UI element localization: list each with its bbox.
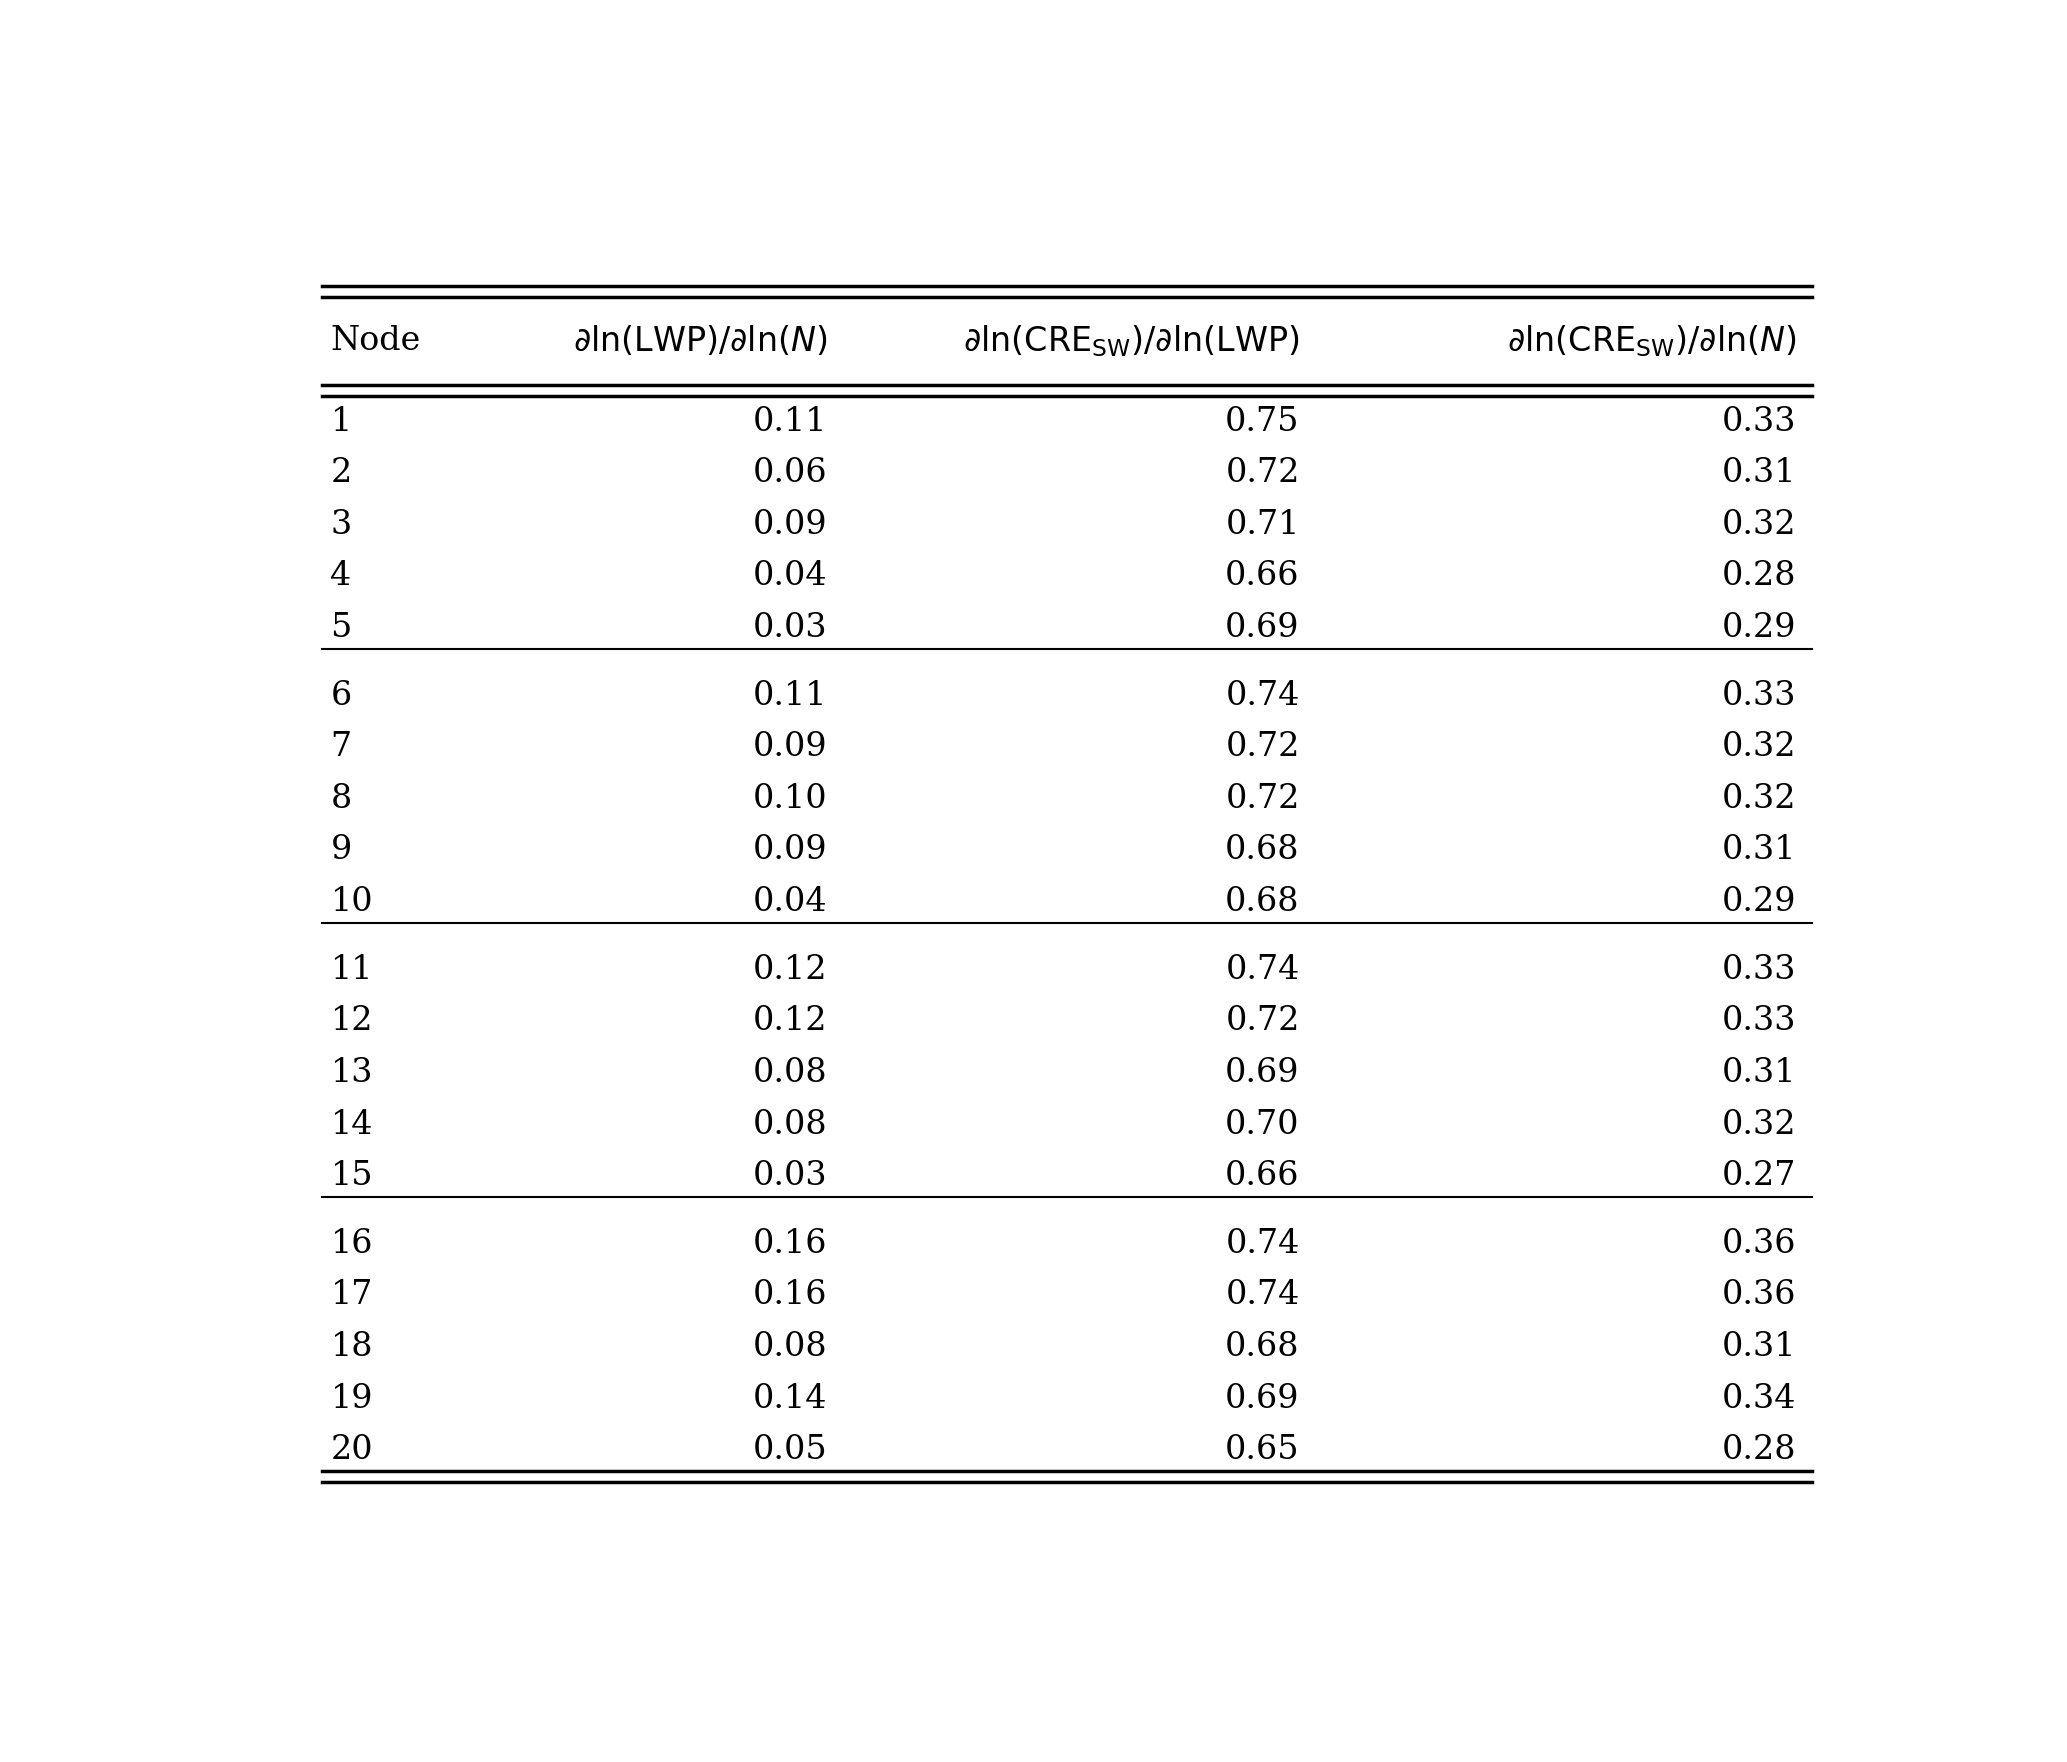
Text: 0.27: 0.27 (1722, 1159, 1796, 1193)
Text: 14: 14 (331, 1108, 372, 1140)
Text: 0.33: 0.33 (1722, 1006, 1796, 1038)
Text: 19: 19 (331, 1383, 372, 1415)
Text: 0.34: 0.34 (1722, 1383, 1796, 1415)
Text: 0.06: 0.06 (752, 458, 827, 490)
Text: 13: 13 (331, 1057, 372, 1089)
Text: 0.08: 0.08 (752, 1057, 827, 1089)
Text: 0.33: 0.33 (1722, 953, 1796, 987)
Text: 15: 15 (331, 1159, 372, 1193)
Text: 0.08: 0.08 (752, 1108, 827, 1140)
Text: 0.74: 0.74 (1226, 680, 1300, 712)
Text: 0.68: 0.68 (1226, 1330, 1300, 1364)
Text: 0.32: 0.32 (1722, 509, 1796, 541)
Text: 0.69: 0.69 (1226, 1057, 1300, 1089)
Text: 0.32: 0.32 (1722, 731, 1796, 763)
Text: 0.09: 0.09 (752, 731, 827, 763)
Text: 0.31: 0.31 (1722, 1330, 1796, 1364)
Text: $\partial\ln(\mathrm{CRE_{SW}})/\partial\ln(\mathrm{LWP})$: $\partial\ln(\mathrm{CRE_{SW}})/\partial… (963, 322, 1300, 359)
Text: 0.68: 0.68 (1226, 886, 1300, 918)
Text: $\partial\ln(\mathrm{LWP})/\partial\ln(N)$: $\partial\ln(\mathrm{LWP})/\partial\ln(N… (573, 324, 827, 358)
Text: 0.29: 0.29 (1722, 886, 1796, 918)
Text: 9: 9 (331, 835, 351, 867)
Text: Node: Node (331, 324, 422, 358)
Text: 0.65: 0.65 (1226, 1434, 1300, 1466)
Text: 0.09: 0.09 (752, 835, 827, 867)
Text: 0.36: 0.36 (1722, 1228, 1796, 1260)
Text: 0.14: 0.14 (752, 1383, 827, 1415)
Text: 12: 12 (331, 1006, 372, 1038)
Text: 0.69: 0.69 (1226, 1383, 1300, 1415)
Text: 20: 20 (331, 1434, 372, 1466)
Text: 3: 3 (331, 509, 351, 541)
Text: 6: 6 (331, 680, 351, 712)
Text: 0.31: 0.31 (1722, 458, 1796, 490)
Text: 0.04: 0.04 (752, 560, 827, 592)
Text: 16: 16 (331, 1228, 372, 1260)
Text: 0.32: 0.32 (1722, 782, 1796, 814)
Text: 0.31: 0.31 (1722, 1057, 1796, 1089)
Text: 0.28: 0.28 (1722, 560, 1796, 592)
Text: 0.11: 0.11 (752, 680, 827, 712)
Text: 7: 7 (331, 731, 351, 763)
Text: 5: 5 (331, 611, 351, 643)
Text: 0.33: 0.33 (1722, 680, 1796, 712)
Text: 0.72: 0.72 (1226, 731, 1300, 763)
Text: 2: 2 (331, 458, 351, 490)
Text: 0.66: 0.66 (1226, 560, 1300, 592)
Text: 0.66: 0.66 (1226, 1159, 1300, 1193)
Text: 0.10: 0.10 (752, 782, 827, 814)
Text: 1: 1 (331, 405, 351, 437)
Text: 0.11: 0.11 (752, 405, 827, 437)
Text: 0.68: 0.68 (1226, 835, 1300, 867)
Text: 0.32: 0.32 (1722, 1108, 1796, 1140)
Text: 0.36: 0.36 (1722, 1279, 1796, 1311)
Text: 0.74: 0.74 (1226, 1279, 1300, 1311)
Text: 0.03: 0.03 (752, 611, 827, 643)
Text: 4: 4 (331, 560, 351, 592)
Text: 0.09: 0.09 (752, 509, 827, 541)
Text: 0.12: 0.12 (752, 953, 827, 987)
Text: 0.72: 0.72 (1226, 458, 1300, 490)
Text: 0.05: 0.05 (752, 1434, 827, 1466)
Text: 0.12: 0.12 (752, 1006, 827, 1038)
Text: 8: 8 (331, 782, 351, 814)
Text: 0.04: 0.04 (752, 886, 827, 918)
Text: 0.70: 0.70 (1226, 1108, 1300, 1140)
Text: 0.74: 0.74 (1226, 1228, 1300, 1260)
Text: 0.29: 0.29 (1722, 611, 1796, 643)
Text: 0.16: 0.16 (752, 1228, 827, 1260)
Text: 0.72: 0.72 (1226, 1006, 1300, 1038)
Text: 0.74: 0.74 (1226, 953, 1300, 987)
Text: 0.28: 0.28 (1722, 1434, 1796, 1466)
Text: 11: 11 (331, 953, 372, 987)
Text: 0.71: 0.71 (1226, 509, 1300, 541)
Text: 0.33: 0.33 (1722, 405, 1796, 437)
Text: 0.69: 0.69 (1226, 611, 1300, 643)
Text: 0.75: 0.75 (1226, 405, 1300, 437)
Text: 0.72: 0.72 (1226, 782, 1300, 814)
Text: 0.08: 0.08 (752, 1330, 827, 1364)
Text: 18: 18 (331, 1330, 372, 1364)
Text: 10: 10 (331, 886, 372, 918)
Text: 17: 17 (331, 1279, 372, 1311)
Text: $\partial\ln(\mathrm{CRE_{SW}})/\partial\ln(N)$: $\partial\ln(\mathrm{CRE_{SW}})/\partial… (1507, 322, 1796, 359)
Text: 0.16: 0.16 (752, 1279, 827, 1311)
Text: 0.31: 0.31 (1722, 835, 1796, 867)
Text: 0.03: 0.03 (752, 1159, 827, 1193)
